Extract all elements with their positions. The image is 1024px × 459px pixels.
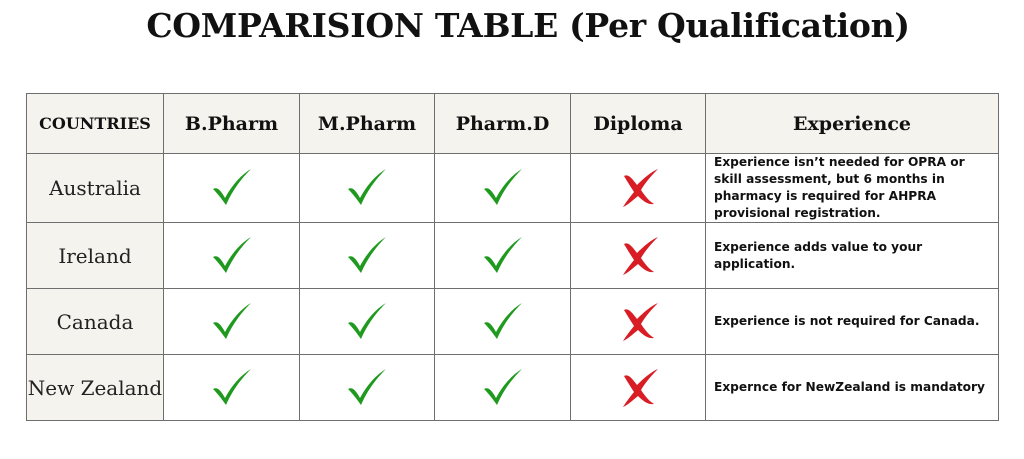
diploma-cell [570, 222, 706, 289]
pharmd-cell [434, 153, 571, 223]
experience-cell: Experience is not required for Canada. [705, 288, 999, 355]
check-icon [212, 368, 251, 405]
mpharm-cell [299, 222, 435, 289]
mpharm-cell [299, 288, 435, 355]
header-mpharm: M.Pharm [299, 93, 435, 154]
cross-icon [623, 169, 658, 207]
pharmd-cell [434, 354, 571, 421]
check-icon [483, 169, 522, 205]
experience-cell: Experience isn’t needed for OPRA or skil… [705, 153, 999, 223]
check-icon [483, 368, 522, 405]
check-icon [348, 169, 386, 205]
check-icon [483, 236, 522, 273]
mpharm-cell [299, 354, 435, 421]
experience-cell: Experience adds value to your applicatio… [705, 222, 999, 289]
pharmd-cell [434, 222, 571, 289]
check-icon [348, 368, 386, 405]
check-icon [483, 302, 522, 339]
country-cell: New Zealand [26, 354, 164, 421]
header-pharmd: Pharm.D [434, 93, 571, 154]
header-experience: Experience [705, 93, 999, 154]
country-cell: Australia [26, 153, 164, 223]
header-bpharm: B.Pharm [163, 93, 300, 154]
table-row: New Zealand Expernce for NewZealand is m… [26, 354, 999, 421]
diploma-cell [570, 288, 706, 355]
country-cell: Ireland [26, 222, 164, 289]
header-row: COUNTRIES B.Pharm M.Pharm Pharm.D Diplom… [26, 93, 999, 154]
bpharm-cell [163, 354, 300, 421]
mpharm-cell [299, 153, 435, 223]
cross-icon [623, 236, 658, 275]
country-cell: Canada [26, 288, 164, 355]
cross-icon [623, 368, 658, 407]
diploma-cell [570, 354, 706, 421]
comparison-table: COUNTRIES B.Pharm M.Pharm Pharm.D Diplom… [26, 93, 999, 421]
table-row: Australia Experience isn’t needed for OP… [26, 153, 999, 223]
page-title: COMPARISION TABLE (Per Qualification) [146, 6, 910, 45]
bpharm-cell [163, 222, 300, 289]
check-icon [212, 302, 251, 339]
check-icon [348, 302, 386, 339]
table-row: Canada Experience is not required for Ca… [26, 288, 999, 355]
pharmd-cell [434, 288, 571, 355]
header-diploma: Diploma [570, 93, 706, 154]
bpharm-cell [163, 288, 300, 355]
header-countries: COUNTRIES [26, 93, 164, 154]
cross-icon [623, 302, 658, 341]
table-row: Ireland Experience adds value to your ap… [26, 222, 999, 289]
check-icon [348, 236, 386, 273]
check-icon [212, 236, 251, 273]
check-icon [212, 169, 251, 205]
diploma-cell [570, 153, 706, 223]
experience-cell: Expernce for NewZealand is mandatory [705, 354, 999, 421]
bpharm-cell [163, 153, 300, 223]
